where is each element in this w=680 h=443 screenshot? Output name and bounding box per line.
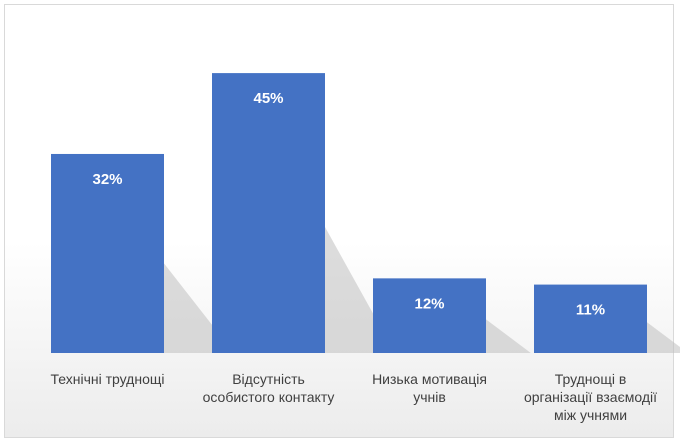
category-label-3-line-2: учнів bbox=[413, 389, 446, 405]
category-label-4-line-2: організації взаємодії bbox=[524, 389, 657, 405]
bar-2 bbox=[212, 73, 325, 353]
bar-4 bbox=[534, 284, 647, 353]
bar-shadow-3 bbox=[486, 319, 531, 353]
bar-3 bbox=[373, 278, 486, 353]
data-label-2: 45% bbox=[253, 90, 283, 107]
category-label-2-line-2: особистого контакту bbox=[203, 389, 335, 405]
category-label-3-line-1: Низька мотивація bbox=[372, 371, 487, 387]
data-label-1: 32% bbox=[92, 171, 122, 188]
category-label-4-line-3: між учнями bbox=[554, 407, 627, 423]
bar-shadow-4 bbox=[647, 322, 680, 353]
data-label-4: 11% bbox=[576, 302, 605, 319]
category-label-1-line-1: Технічні труднощі bbox=[50, 371, 164, 387]
category-label-2-line-1: Відсутність bbox=[232, 371, 305, 387]
bar-1 bbox=[51, 153, 164, 353]
data-label-3: 12% bbox=[414, 295, 444, 312]
category-label-4-line-1: Труднощі в bbox=[555, 371, 627, 387]
